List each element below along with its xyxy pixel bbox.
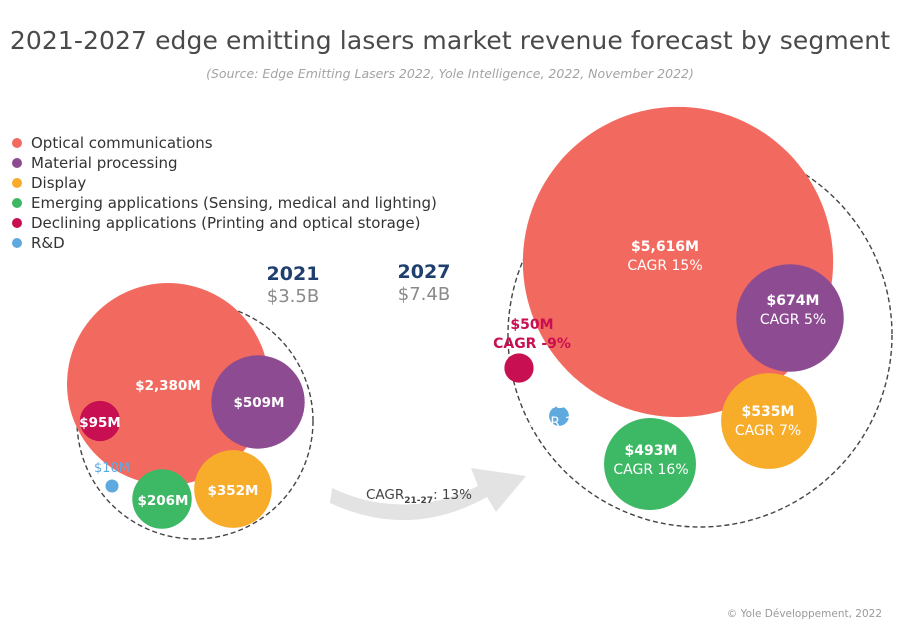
label-2027-cagr-material-processing: CAGR 5% — [760, 312, 826, 328]
bubble-2021-optical-communications — [67, 283, 269, 485]
legend-label: R&D — [31, 234, 65, 252]
legend-label: Material processing — [31, 154, 178, 172]
label-2027-cagr-declining-applications-printing-and-optical-storage: CAGR -9% — [493, 336, 571, 352]
label-2021-emerging-applications-sensing-medical-and-lighting: $206M — [137, 493, 188, 509]
legend-item-r-d: R&D — [12, 233, 437, 253]
label-2027-value-display: $535M — [742, 404, 795, 420]
bubble-2027-display — [721, 373, 817, 469]
label-2027-value-r-d: $23M — [536, 396, 579, 412]
bubble-2027-emerging-applications-sensing-medical-and-lighting — [604, 418, 696, 510]
label-2021-material-processing: $509M — [233, 395, 284, 411]
label-2021-r-d: $10M — [94, 461, 130, 476]
legend: Optical communications Material processin… — [12, 133, 437, 253]
legend-item-optical-communications: Optical communications — [12, 133, 437, 153]
bubble-2021-material-processing — [211, 355, 305, 449]
growth-arrow — [330, 468, 526, 521]
legend-item-material-processing: Material processing — [12, 153, 437, 173]
bubble-2027-r-d — [549, 406, 569, 426]
legend-label: Display — [31, 174, 87, 192]
label-2021-declining-applications-printing-and-optical-storage: $95M — [79, 415, 121, 431]
legend-label: Emerging applications (Sensing, medical … — [31, 194, 437, 212]
label-2027-value-emerging-applications-sensing-medical-and-lighting: $493M — [625, 443, 678, 459]
label-2027-cagr-emerging-applications-sensing-medical-and-lighting: CAGR 16% — [613, 462, 688, 478]
year-2021-total: $3.5B — [266, 286, 320, 307]
label-2021-display: $352M — [207, 483, 258, 499]
legend-item-emerging-applications-sensing-medical-and-lighting: Emerging applications (Sensing, medical … — [12, 193, 437, 213]
bubble-2021-r-d — [105, 479, 119, 493]
legend-item-display: Display — [12, 173, 437, 193]
bubble-2027-material-processing — [736, 264, 844, 372]
year-2021-block: 2021 $3.5B — [238, 263, 348, 309]
legend-swatch — [12, 238, 22, 248]
label-2021-optical-communications: $2,380M — [135, 378, 201, 394]
copyright: © Yole Développement, 2022 — [726, 608, 882, 620]
legend-swatch — [12, 178, 22, 188]
legend-swatch — [12, 198, 22, 208]
year-2027-label: 2027 — [397, 261, 451, 283]
label-2027-cagr-optical-communications: CAGR 15% — [627, 258, 702, 274]
label-2027-cagr-r-d: CAGR 15% — [520, 415, 595, 431]
label-2027-value-declining-applications-printing-and-optical-storage: $50M — [510, 317, 553, 333]
legend-swatch — [12, 218, 22, 228]
bubble-2021-declining-applications-printing-and-optical-storage — [79, 400, 121, 442]
label-2027-value-material-processing: $674M — [767, 293, 820, 309]
bubble-2021-display — [194, 450, 272, 528]
label-2027-cagr-display: CAGR 7% — [735, 423, 801, 439]
bubble-2027-declining-applications-printing-and-optical-storage — [504, 353, 534, 383]
legend-swatch — [12, 158, 22, 168]
chart-title: 2021-2027 edge emitting lasers market re… — [9, 26, 891, 55]
overall-cagr-label: CAGR21-27: 13% — [366, 487, 472, 506]
legend-item-declining-applications-printing-and-optical-storage: Declining applications (Printing and opt… — [12, 213, 437, 233]
year-2027-total: $7.4B — [397, 284, 451, 305]
label-2027-value-optical-communications: $5,616M — [631, 239, 699, 255]
year-2027-block: 2027 $7.4B — [369, 261, 479, 307]
year-2021-label: 2021 — [266, 263, 320, 285]
chart-source: (Source: Edge Emitting Lasers 2022, Yole… — [206, 66, 694, 81]
legend-label: Optical communications — [31, 134, 213, 152]
bubble-2021-emerging-applications-sensing-medical-and-lighting — [132, 469, 192, 529]
legend-label: Declining applications (Printing and opt… — [31, 214, 421, 232]
legend-swatch — [12, 138, 22, 148]
